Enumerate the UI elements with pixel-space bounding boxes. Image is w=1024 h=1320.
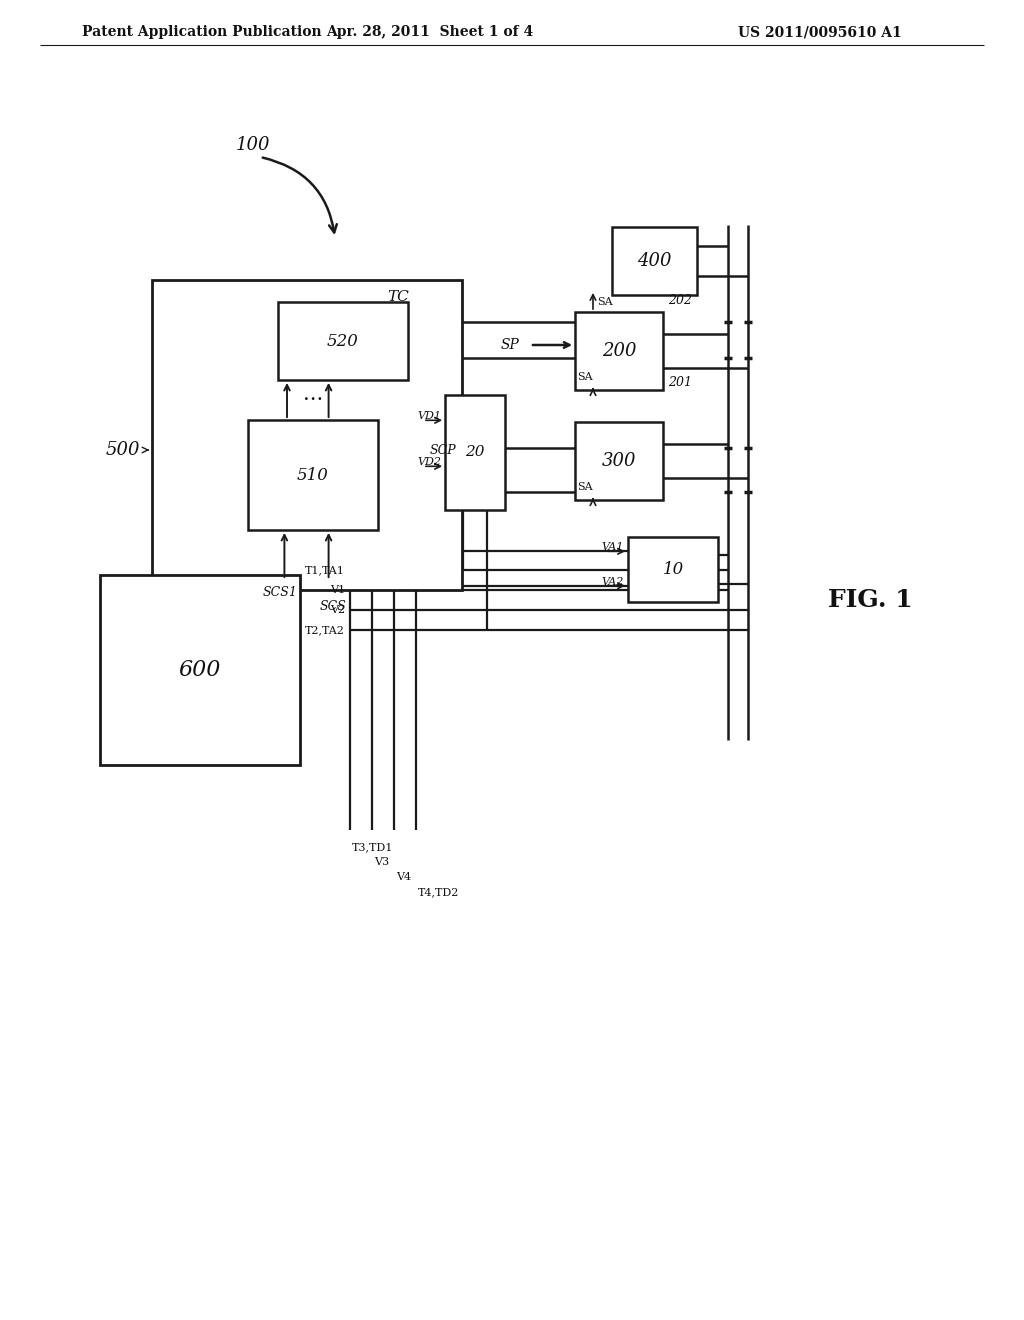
Text: Apr. 28, 2011  Sheet 1 of 4: Apr. 28, 2011 Sheet 1 of 4: [327, 25, 534, 40]
Bar: [100, 576, 300, 766]
Text: 510: 510: [297, 466, 329, 483]
Bar: [278, 302, 408, 380]
Text: 600: 600: [179, 659, 221, 681]
Text: SCS: SCS: [319, 601, 346, 614]
Text: VA1: VA1: [602, 543, 624, 552]
Text: SP: SP: [501, 338, 519, 352]
Bar: [248, 420, 378, 531]
Text: SCS1: SCS1: [263, 586, 298, 599]
Text: V3: V3: [374, 857, 389, 867]
Text: SCP: SCP: [430, 444, 457, 457]
Text: 10: 10: [663, 561, 684, 578]
Text: SA: SA: [577, 482, 593, 492]
Text: ...: ...: [303, 385, 324, 404]
Text: TC: TC: [387, 290, 409, 304]
Text: 202: 202: [668, 293, 692, 306]
Bar: [575, 312, 663, 389]
Text: VA2: VA2: [602, 577, 624, 587]
Text: SA: SA: [577, 372, 593, 381]
Bar: [445, 395, 505, 510]
Text: VD1: VD1: [417, 412, 441, 421]
Text: US 2011/0095610 A1: US 2011/0095610 A1: [738, 25, 902, 40]
Bar: [575, 422, 663, 500]
Bar: [628, 537, 718, 602]
Text: 400: 400: [637, 252, 672, 271]
Text: V2: V2: [330, 605, 345, 615]
Text: SA: SA: [597, 297, 612, 308]
Text: T4,TD2: T4,TD2: [418, 887, 460, 898]
Text: 201: 201: [668, 375, 692, 388]
Text: 200: 200: [602, 342, 636, 360]
Text: 20: 20: [465, 446, 484, 459]
Bar: [612, 227, 697, 294]
Text: T3,TD1: T3,TD1: [352, 842, 393, 851]
Text: 500: 500: [105, 441, 140, 459]
Text: V4: V4: [396, 873, 411, 882]
Text: 520: 520: [327, 333, 359, 350]
Text: VD2: VD2: [417, 457, 441, 467]
Text: 100: 100: [236, 136, 270, 154]
Text: Patent Application Publication: Patent Application Publication: [82, 25, 322, 40]
Bar: [152, 280, 462, 590]
Text: 300: 300: [602, 451, 636, 470]
Text: T2,TA2: T2,TA2: [305, 624, 345, 635]
Text: T1,TA1: T1,TA1: [305, 565, 345, 576]
Text: V1: V1: [330, 585, 345, 595]
Text: FIG. 1: FIG. 1: [827, 587, 912, 612]
